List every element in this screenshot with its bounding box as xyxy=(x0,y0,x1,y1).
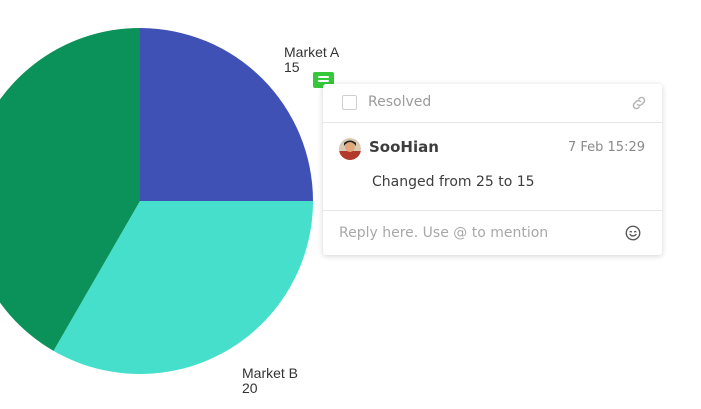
comment-timestamp: 7 Feb 15:29 xyxy=(567,140,645,155)
resolved-label: Resolved xyxy=(368,94,432,110)
smiley-icon[interactable] xyxy=(624,224,642,242)
marker-line xyxy=(318,76,329,78)
avatar xyxy=(339,138,361,160)
comment-author: SooHian xyxy=(369,138,439,156)
resolved-checkbox[interactable] xyxy=(342,95,357,110)
comment-card: Resolved SooHian 7 Feb 15:29 Changed fro… xyxy=(323,84,662,255)
comment-header: Resolved xyxy=(323,84,662,123)
comment-text: Changed from 25 to 15 xyxy=(372,174,535,190)
reply-input[interactable] xyxy=(333,221,625,245)
pie-slice-market-b[interactable] xyxy=(53,201,314,374)
market-b-label: Market B 20 xyxy=(242,366,298,396)
divider xyxy=(323,210,662,211)
market-a-value: 15 xyxy=(284,59,300,75)
market-b-name: Market B xyxy=(242,365,299,381)
market-a-name: Market A xyxy=(284,44,340,60)
pie-slice-unlabeled[interactable] xyxy=(0,28,140,351)
market-a-label: Market A 15 xyxy=(284,45,339,75)
market-b-value: 20 xyxy=(242,380,258,396)
marker-line xyxy=(318,80,329,82)
link-icon[interactable] xyxy=(630,94,648,112)
pie-slice-market-a[interactable] xyxy=(140,28,313,201)
